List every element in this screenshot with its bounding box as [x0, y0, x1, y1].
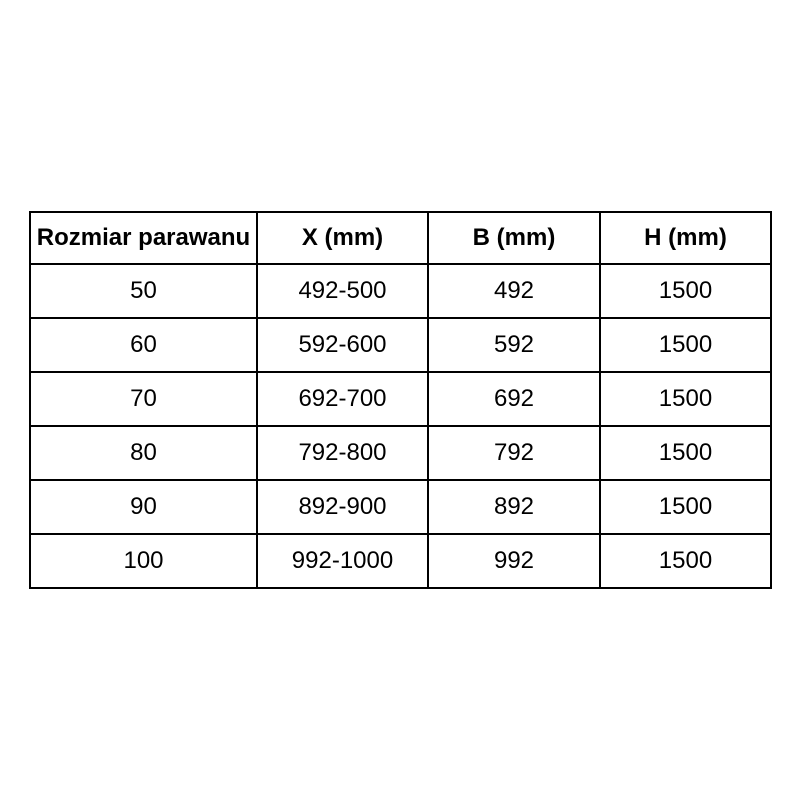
table-cell-b: 692	[427, 371, 601, 427]
table-cell-h: 1500	[599, 263, 772, 319]
table-cell-b: 592	[427, 317, 601, 373]
table-cell-b: 892	[427, 479, 601, 535]
table-row: 100 992-1000 992 1500	[29, 533, 772, 589]
size-table: Rozmiar parawanu X (mm) B (mm) H (mm) 50…	[29, 211, 772, 589]
table-cell-x: 592-600	[256, 317, 429, 373]
table-row: 90 892-900 892 1500	[29, 479, 772, 535]
table-cell-x: 792-800	[256, 425, 429, 481]
table-cell-x: 892-900	[256, 479, 429, 535]
table-cell-b: 492	[427, 263, 601, 319]
table-cell-size: 80	[29, 425, 258, 481]
header-cell-h-mm: H (mm)	[599, 211, 772, 265]
table-row: 80 792-800 792 1500	[29, 425, 772, 481]
table-cell-h: 1500	[599, 533, 772, 589]
table-row: 70 692-700 692 1500	[29, 371, 772, 427]
header-cell-x-mm: X (mm)	[256, 211, 429, 265]
table-cell-size: 50	[29, 263, 258, 319]
table-cell-h: 1500	[599, 479, 772, 535]
table-cell-size: 60	[29, 317, 258, 373]
table-cell-x: 992-1000	[256, 533, 429, 589]
table-cell-b: 992	[427, 533, 601, 589]
table-cell-b: 792	[427, 425, 601, 481]
table-cell-size: 100	[29, 533, 258, 589]
table-cell-size: 70	[29, 371, 258, 427]
table-cell-h: 1500	[599, 371, 772, 427]
table-cell-h: 1500	[599, 425, 772, 481]
table-cell-x: 692-700	[256, 371, 429, 427]
table-cell-x: 492-500	[256, 263, 429, 319]
table-cell-size: 90	[29, 479, 258, 535]
table-cell-h: 1500	[599, 317, 772, 373]
table-row: 50 492-500 492 1500	[29, 263, 772, 319]
header-cell-rozmiar-parawanu: Rozmiar parawanu	[29, 211, 258, 265]
table-row: 60 592-600 592 1500	[29, 317, 772, 373]
header-cell-b-mm: B (mm)	[427, 211, 601, 265]
header-row: Rozmiar parawanu X (mm) B (mm) H (mm)	[29, 211, 772, 265]
